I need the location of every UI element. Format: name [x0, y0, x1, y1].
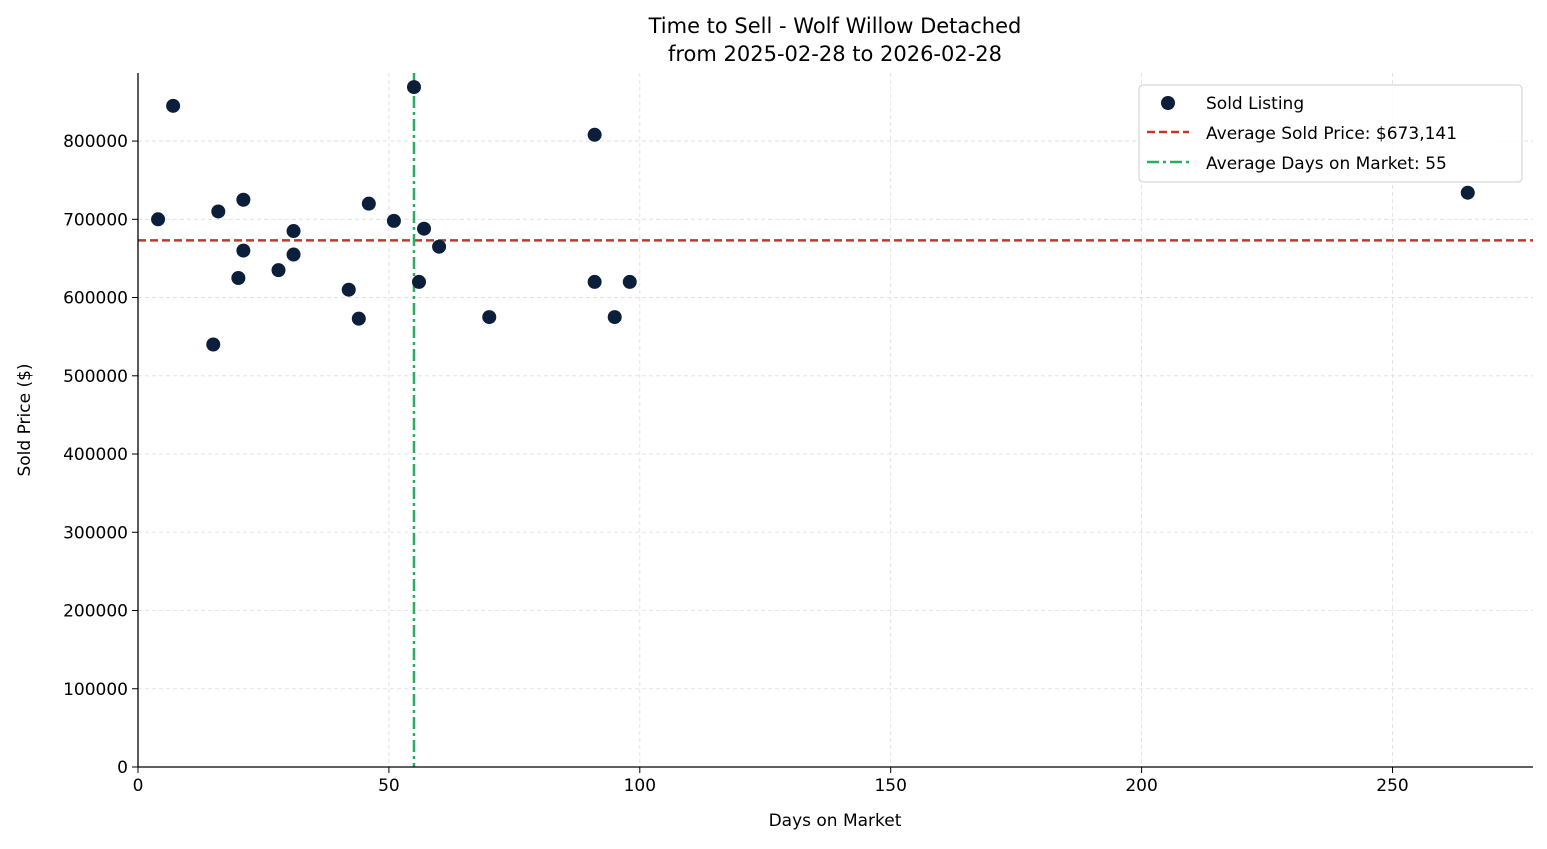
legend-marker-sold-listing: [1161, 96, 1175, 110]
data-point: [286, 247, 301, 262]
data-point: [587, 127, 602, 142]
data-point: [406, 80, 421, 95]
tick-labels: 0 50 100 150 200 250 0 100000 200000 300000 400000…: [63, 132, 1409, 796]
x-tick-label: 150: [874, 776, 906, 796]
data-point: [271, 263, 286, 278]
data-point: [236, 243, 251, 258]
data-point: [482, 310, 497, 325]
data-point: [351, 311, 366, 326]
x-tick-label: 0: [133, 776, 144, 796]
y-tick-label: 100000: [63, 680, 128, 700]
y-axis-label: Sold Price ($): [15, 363, 35, 476]
data-point: [211, 204, 226, 219]
data-point: [231, 270, 246, 285]
legend: Sold Listing Average Sold Price: $673,14…: [1138, 84, 1523, 183]
data-points: [151, 80, 1475, 352]
x-tick-label: 50: [378, 776, 400, 796]
data-point: [166, 98, 181, 113]
y-tick-label: 500000: [63, 367, 128, 387]
data-point: [361, 196, 376, 211]
y-tick-label: 800000: [63, 132, 128, 152]
y-tick-label: 600000: [63, 289, 128, 309]
x-tick-label: 250: [1376, 776, 1408, 796]
y-tick-label: 300000: [63, 523, 128, 543]
legend-label-avg-days: Average Days on Market: 55: [1206, 154, 1447, 174]
axes: [137, 73, 1533, 768]
legend-label-sold-listing: Sold Listing: [1206, 94, 1304, 114]
x-tick-label: 100: [624, 776, 656, 796]
y-tick-label: 0: [117, 758, 128, 778]
data-point: [587, 274, 602, 289]
data-point: [286, 224, 301, 239]
chart-title: Time to Sell - Wolf Willow Detached: [648, 14, 1022, 38]
data-point: [386, 213, 401, 228]
legend-label-avg-price: Average Sold Price: $673,141: [1206, 124, 1457, 144]
x-axis-label: Days on Market: [769, 811, 902, 831]
data-point: [341, 282, 356, 297]
reference-lines: [138, 73, 1533, 767]
data-point: [622, 274, 637, 289]
y-tick-label: 400000: [63, 445, 128, 465]
x-tick-label: 200: [1125, 776, 1157, 796]
y-tick-label: 700000: [63, 210, 128, 230]
y-tick-label: 200000: [63, 602, 128, 622]
data-point: [236, 192, 251, 207]
data-point: [151, 212, 166, 227]
data-point: [1460, 185, 1475, 200]
chart-subtitle: from 2025-02-28 to 2026-02-28: [668, 42, 1002, 66]
data-point: [412, 274, 427, 289]
data-point: [607, 310, 622, 325]
data-point: [206, 337, 221, 352]
data-point: [417, 221, 432, 236]
data-point: [432, 239, 447, 254]
legend-box: [1138, 84, 1523, 183]
